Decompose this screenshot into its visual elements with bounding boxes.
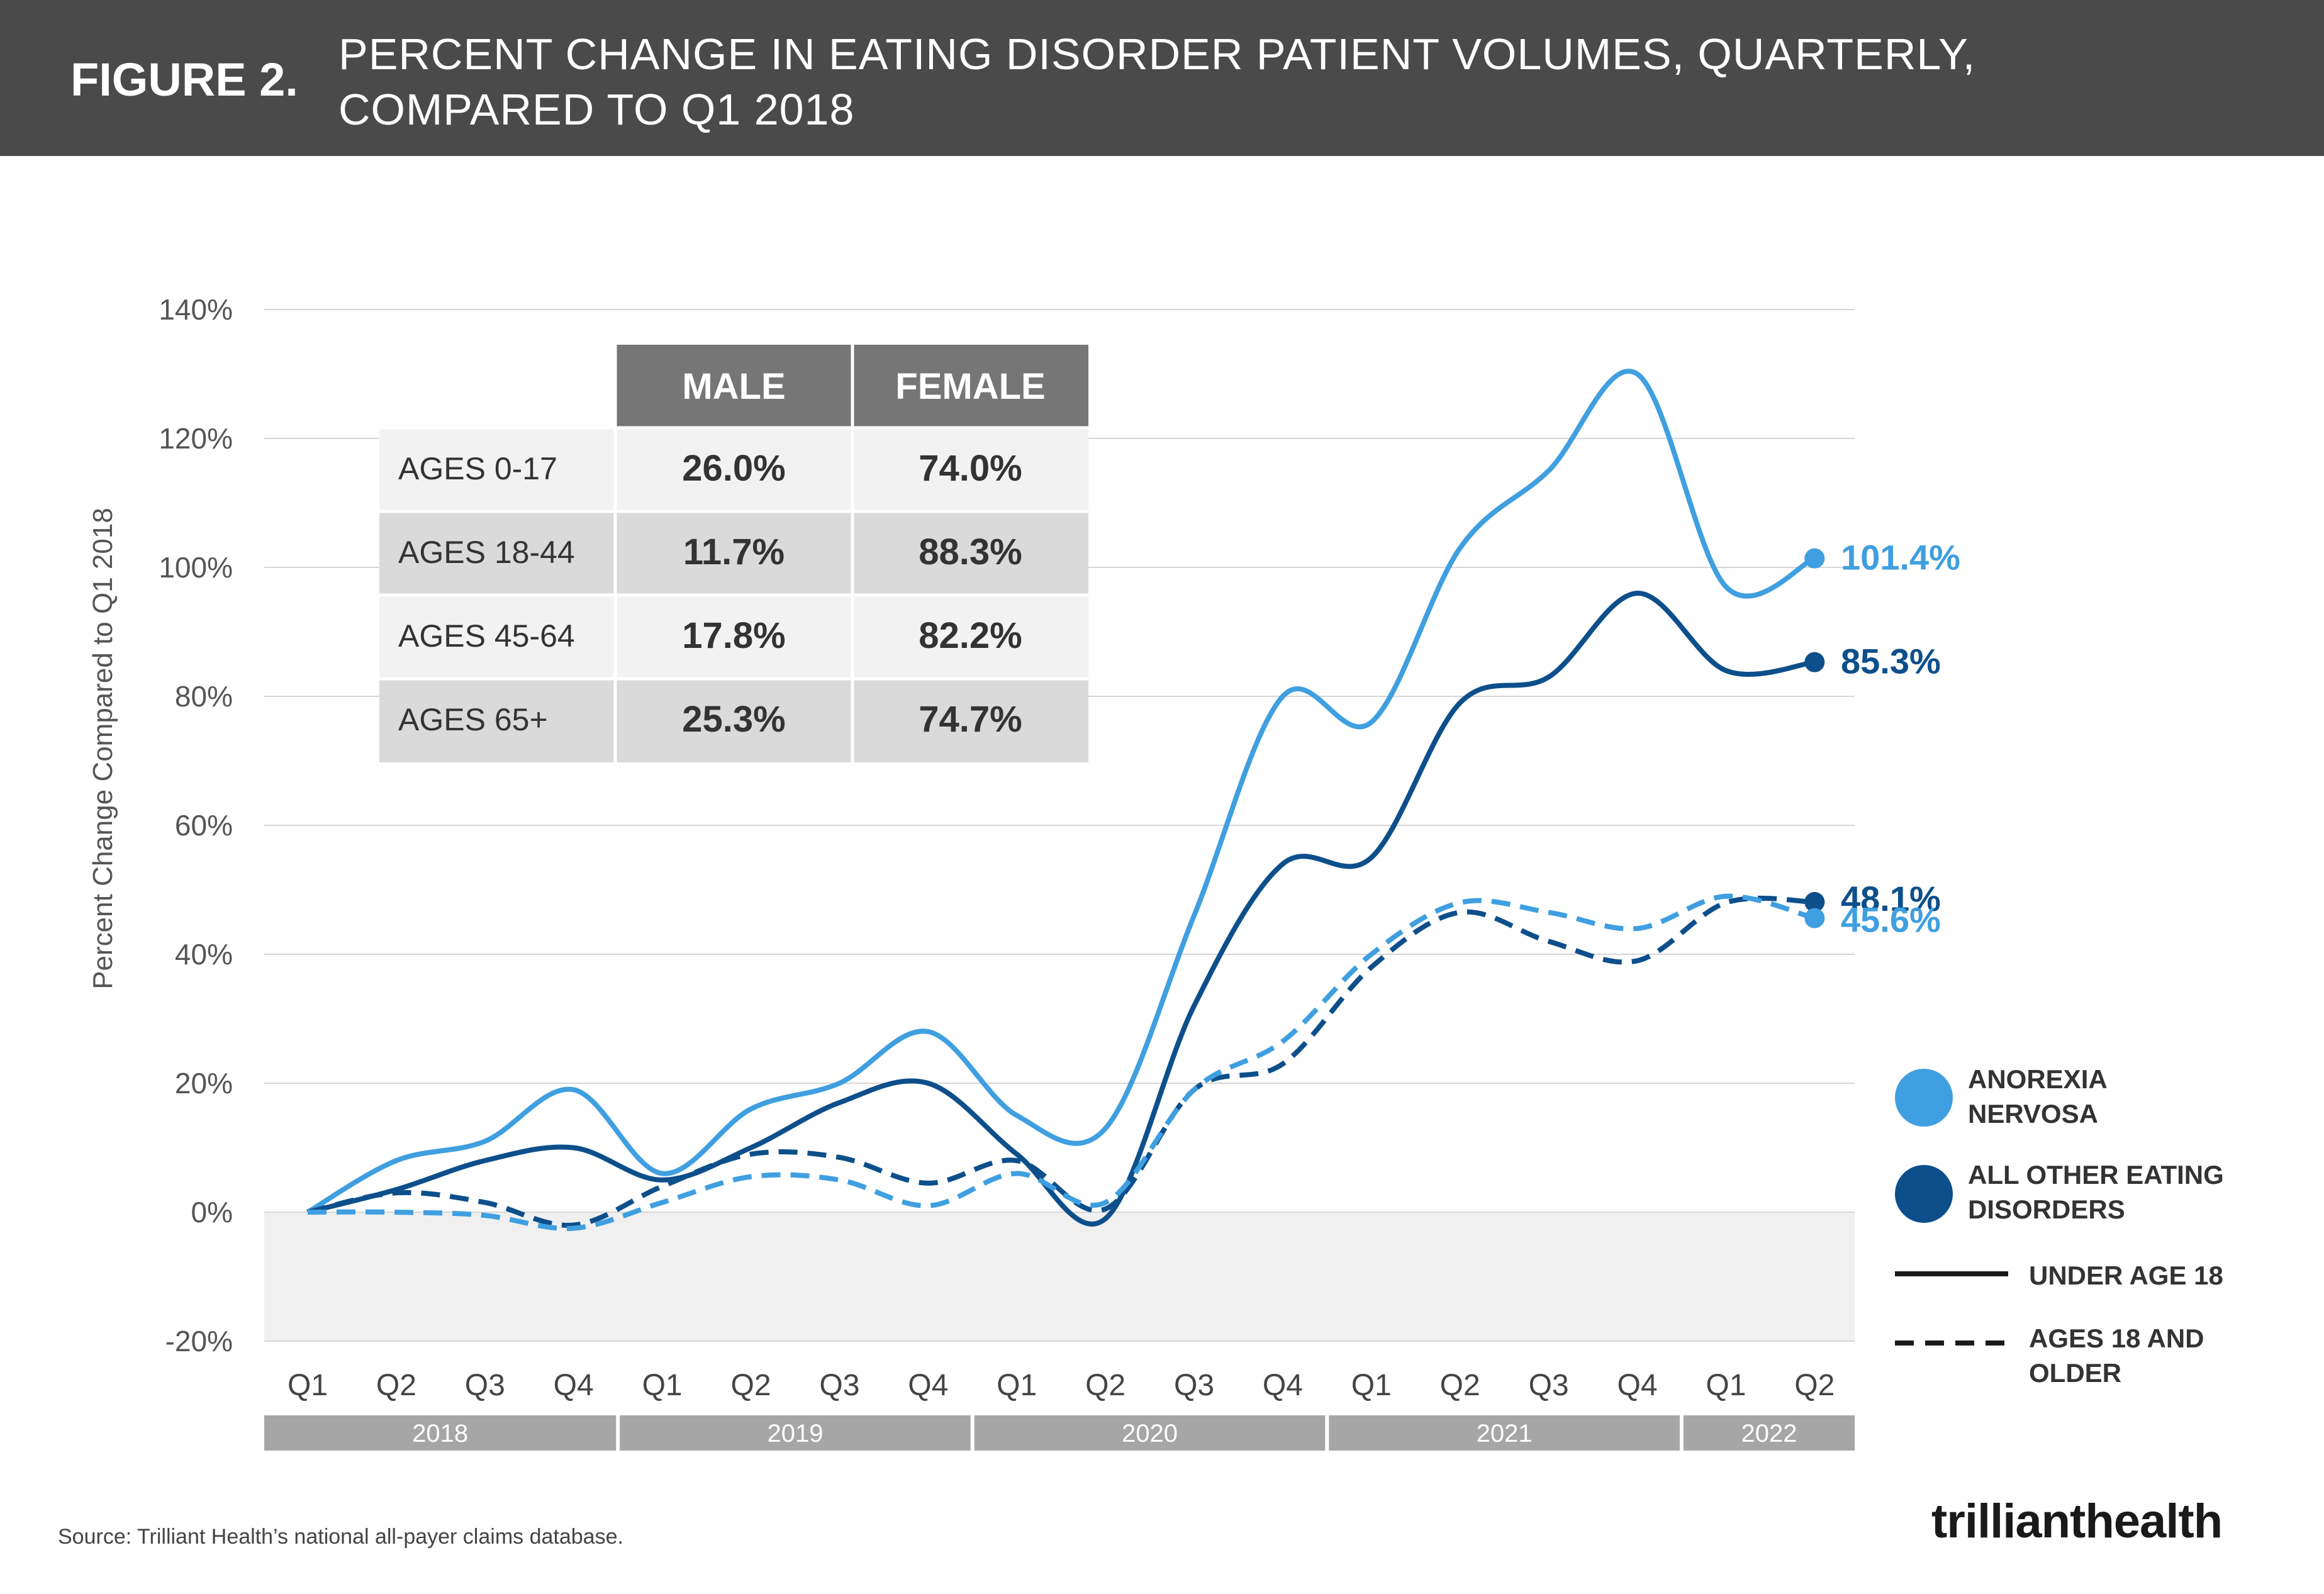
- year-label: 2021: [1477, 1420, 1533, 1447]
- x-axis-years: 2018 2019 2020 2021 2022: [264, 1415, 1855, 1451]
- y-tick-label: 80%: [175, 680, 233, 713]
- series-line: [307, 893, 1816, 1231]
- x-tick-label: Q4: [1263, 1369, 1303, 1402]
- x-tick-label: Q1: [1351, 1369, 1392, 1402]
- x-tick-label: Q4: [908, 1369, 948, 1402]
- year-band: [264, 1415, 617, 1451]
- year-label: 2019: [767, 1420, 823, 1447]
- trilliant-health-logo: trillianthealth: [1931, 1494, 2223, 1549]
- table-header-cell: MALE: [682, 366, 785, 407]
- logo-text-right: health: [2085, 1495, 2223, 1548]
- x-tick-label: Q4: [1617, 1369, 1657, 1402]
- y-tick-label: 20%: [175, 1067, 233, 1100]
- legend-label: UNDER AGE 18: [2029, 1261, 2223, 1290]
- y-axis-label: Percent Change Compared to Q1 2018: [87, 508, 118, 989]
- series-endpoint: [1804, 652, 1825, 672]
- series-endpoints: [1804, 548, 1825, 928]
- year-band: [1683, 1415, 1855, 1451]
- year-band: [620, 1415, 971, 1451]
- table-cell-female: 82.2%: [919, 615, 1022, 656]
- y-tick-label: 140%: [159, 293, 233, 326]
- series-end-label: 85.3%: [1841, 642, 1941, 681]
- x-tick-label: Q2: [1440, 1369, 1480, 1402]
- x-tick-label: Q1: [642, 1369, 683, 1402]
- series-endpoint: [1804, 891, 1825, 912]
- year-band: [974, 1415, 1326, 1451]
- series-line: [307, 895, 1815, 1228]
- y-tick-label: 40%: [175, 938, 233, 971]
- table-row-bg: [379, 511, 1088, 595]
- table-row-bg: [379, 595, 1088, 679]
- figure-header: FIGURE 2. PERCENT CHANGE IN EATING DISOR…: [0, 0, 2324, 156]
- year-label: 2022: [1741, 1420, 1797, 1447]
- table-cell-male: 11.7%: [683, 532, 785, 572]
- source-note: Source: Trilliant Health’s national all-…: [58, 1525, 623, 1549]
- year-label: 2018: [412, 1420, 468, 1447]
- legend-label: DISORDERS: [1968, 1195, 2125, 1224]
- y-tick-label: 120%: [159, 422, 233, 455]
- logo-text-left: trilliant: [1931, 1495, 2086, 1548]
- x-tick-label: Q3: [1529, 1369, 1569, 1402]
- legend-label: AGES 18 AND: [2029, 1324, 2204, 1353]
- x-axis-categories: Q1 Q2 Q3 Q4 Q1 Q2 Q3 Q4 Q1 Q2 Q3 Q4 Q1 Q2 Q3 Q4 Q1 Q2: [288, 1369, 1835, 1402]
- table-cell-male: 17.8%: [682, 615, 785, 656]
- table-cell-male: 26.0%: [682, 448, 785, 489]
- x-tick-label: Q4: [554, 1369, 594, 1402]
- legend: ANOREXIA NERVOSA ALL OTHER EATING DISORDERS…: [1895, 1064, 2224, 1388]
- x-tick-label: Q3: [819, 1369, 859, 1402]
- figure-title: PERCENT CHANGE IN EATING DISORDER PATIEN…: [338, 26, 2226, 137]
- y-axis-ticks: 140% 120% 100% 80% 60% 40% 20% 0% -20%: [159, 293, 233, 1357]
- table-row-bg: [379, 679, 1088, 762]
- table-cell-female: 88.3%: [919, 532, 1022, 572]
- table-header-cell: FEMALE: [895, 366, 1045, 407]
- figure-title-line-2: COMPARED TO Q1 2018: [338, 85, 855, 134]
- series-end-label: 101.4%: [1841, 538, 1960, 577]
- series-endpoint: [1804, 548, 1825, 569]
- y-tick-label: 60%: [175, 809, 233, 842]
- table-row-label: AGES 18-44: [398, 535, 575, 570]
- x-tick-label: Q1: [288, 1369, 328, 1402]
- legend-label: ANOREXIA: [1968, 1064, 2108, 1094]
- gender-split-table: MALE FEMALE AGES 0-17 26.0% 74.0% AGES 18-44 1…: [379, 345, 1088, 762]
- figure-title-line-1: PERCENT CHANGE IN EATING DISORDER PATIEN…: [338, 30, 1976, 79]
- x-tick-label: Q2: [730, 1369, 771, 1402]
- series-end-label: 48.1%: [1841, 879, 1941, 918]
- series-line: [306, 369, 1816, 1215]
- y-tick-label: 0%: [191, 1196, 233, 1229]
- x-tick-label: Q3: [465, 1369, 505, 1402]
- series-line: [307, 590, 1815, 1227]
- legend-label: OLDER: [2029, 1358, 2121, 1388]
- negative-band: [264, 1212, 1855, 1341]
- x-tick-label: Q2: [1085, 1369, 1126, 1402]
- series-endpoint: [1804, 908, 1825, 928]
- x-tick-label: Q1: [1706, 1369, 1746, 1402]
- x-tick-label: Q2: [376, 1369, 416, 1402]
- table-cell-female: 74.0%: [919, 448, 1022, 489]
- table-row-label: AGES 45-64: [398, 618, 575, 654]
- legend-label: ALL OTHER EATING: [1968, 1160, 2224, 1190]
- series-end-label: 45.6%: [1841, 900, 1941, 940]
- legend-swatch: [1895, 1069, 1953, 1127]
- x-tick-label: Q3: [1174, 1369, 1214, 1402]
- figure-label: FIGURE 2.: [70, 53, 298, 106]
- legend-swatch: [1895, 1165, 1953, 1223]
- table-cell-female: 74.7%: [919, 699, 1022, 740]
- y-tick-label: -20%: [165, 1325, 233, 1357]
- table-cell-male: 25.3%: [682, 699, 785, 740]
- table-row-label: AGES 65+: [398, 702, 548, 737]
- y-tick-label: 100%: [159, 551, 233, 584]
- year-band: [1329, 1415, 1680, 1451]
- series-end-labels: 101.4% 85.3% 48.1%45.6%: [1841, 538, 1960, 940]
- x-tick-label: Q1: [997, 1369, 1037, 1402]
- negative-region: [264, 1212, 1855, 1341]
- table-row-label: AGES 0-17: [398, 451, 557, 486]
- year-label: 2020: [1122, 1420, 1178, 1447]
- table-row-bg: [379, 428, 1088, 511]
- x-tick-label: Q2: [1794, 1369, 1835, 1402]
- series-lines: [306, 369, 1816, 1231]
- legend-label: NERVOSA: [1968, 1099, 2098, 1129]
